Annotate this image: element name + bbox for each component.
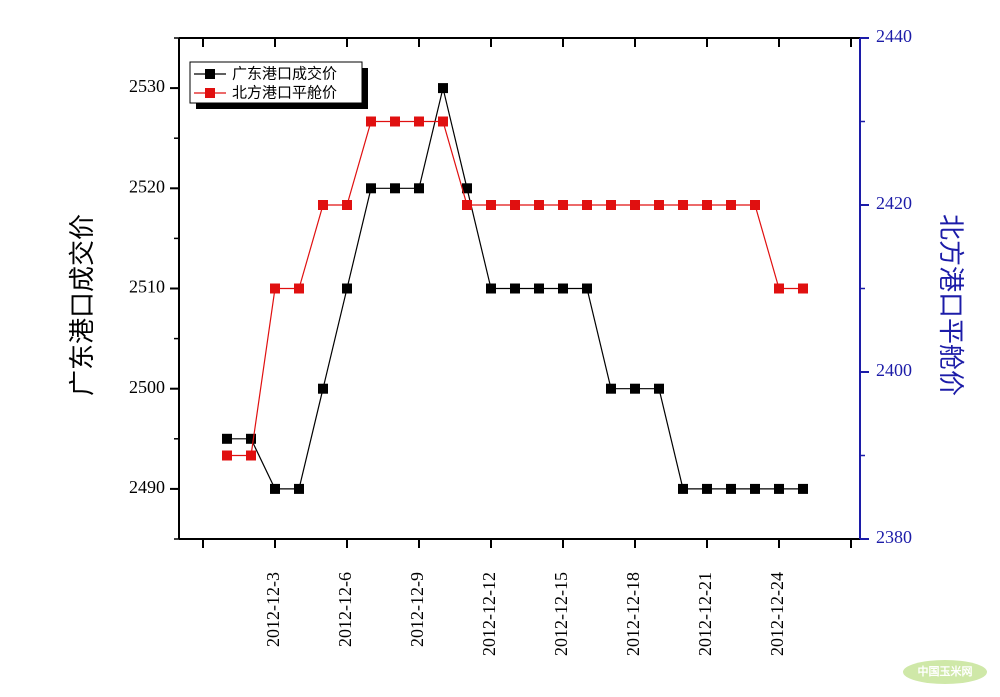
data-point bbox=[606, 200, 616, 210]
x-tick-label: 2012-12-6 bbox=[335, 572, 355, 647]
data-point bbox=[414, 183, 424, 194]
data-point bbox=[342, 200, 352, 210]
data-point bbox=[774, 283, 784, 294]
y2-tick-label: 2440 bbox=[876, 26, 912, 46]
data-point bbox=[654, 200, 664, 210]
data-point bbox=[606, 383, 616, 394]
data-point bbox=[246, 450, 256, 461]
x-tick-label: 2012-12-3 bbox=[263, 572, 283, 647]
data-point bbox=[390, 116, 400, 127]
data-point bbox=[222, 433, 232, 444]
data-point bbox=[270, 283, 280, 294]
x-tick-label: 2012-12-24 bbox=[767, 572, 787, 656]
data-point bbox=[414, 116, 424, 127]
y2-axis-title: 北方港口平舱价 bbox=[936, 214, 965, 396]
data-point bbox=[390, 183, 400, 194]
y-tick-label: 2520 bbox=[129, 176, 165, 196]
data-point bbox=[558, 283, 568, 294]
legend-marker bbox=[205, 88, 215, 98]
data-point bbox=[510, 283, 520, 294]
data-point bbox=[702, 483, 712, 494]
data-point bbox=[774, 483, 784, 494]
watermark: 中国玉米网 bbox=[918, 664, 973, 678]
x-tick-label: 2012-12-18 bbox=[623, 572, 643, 656]
y-tick-label: 2500 bbox=[129, 377, 165, 397]
data-point bbox=[534, 283, 544, 294]
data-point bbox=[726, 200, 736, 210]
data-point bbox=[366, 183, 376, 194]
y-tick-label: 2490 bbox=[129, 477, 165, 497]
data-point bbox=[798, 283, 808, 294]
watermark-logo bbox=[903, 660, 987, 684]
y-axis-title: 广东港口成交价 bbox=[68, 214, 97, 396]
data-point bbox=[750, 483, 760, 494]
y-tick-label: 2530 bbox=[129, 76, 165, 96]
x-tick-label: 2012-12-21 bbox=[695, 572, 715, 656]
data-point bbox=[630, 200, 640, 210]
data-point bbox=[750, 200, 760, 210]
data-point bbox=[726, 483, 736, 494]
legend-marker bbox=[205, 69, 215, 79]
y2-tick-label: 2400 bbox=[876, 360, 912, 380]
data-point bbox=[678, 200, 688, 210]
data-point bbox=[534, 200, 544, 210]
data-point bbox=[438, 116, 448, 127]
x-tick-label: 2012-12-12 bbox=[479, 572, 499, 656]
legend-label: 广东港口成交价 bbox=[232, 65, 337, 83]
data-point bbox=[294, 283, 304, 294]
data-point bbox=[798, 483, 808, 494]
data-point bbox=[558, 200, 568, 210]
data-point bbox=[222, 450, 232, 461]
x-tick-label: 2012-12-9 bbox=[407, 572, 427, 647]
legend-label: 北方港口平舱价 bbox=[232, 84, 337, 102]
data-point bbox=[582, 200, 592, 210]
legend-box bbox=[189, 61, 363, 104]
data-point bbox=[678, 483, 688, 494]
data-point bbox=[366, 116, 376, 127]
data-point bbox=[654, 383, 664, 394]
data-point bbox=[486, 200, 496, 210]
data-point bbox=[342, 283, 352, 294]
y2-tick-label: 2380 bbox=[876, 527, 912, 547]
data-point bbox=[294, 483, 304, 494]
data-point bbox=[582, 283, 592, 294]
data-point bbox=[510, 200, 520, 210]
data-point bbox=[318, 200, 328, 210]
data-point bbox=[630, 383, 640, 394]
data-point bbox=[462, 200, 472, 210]
data-point bbox=[438, 83, 448, 94]
data-point bbox=[318, 383, 328, 394]
data-point bbox=[486, 283, 496, 294]
x-tick-label: 2012-12-15 bbox=[551, 572, 571, 656]
data-point bbox=[462, 183, 472, 194]
y-tick-label: 2510 bbox=[129, 277, 165, 297]
y2-tick-label: 2420 bbox=[876, 193, 912, 213]
data-point bbox=[246, 433, 256, 444]
data-point bbox=[702, 200, 712, 210]
data-point bbox=[270, 483, 280, 494]
